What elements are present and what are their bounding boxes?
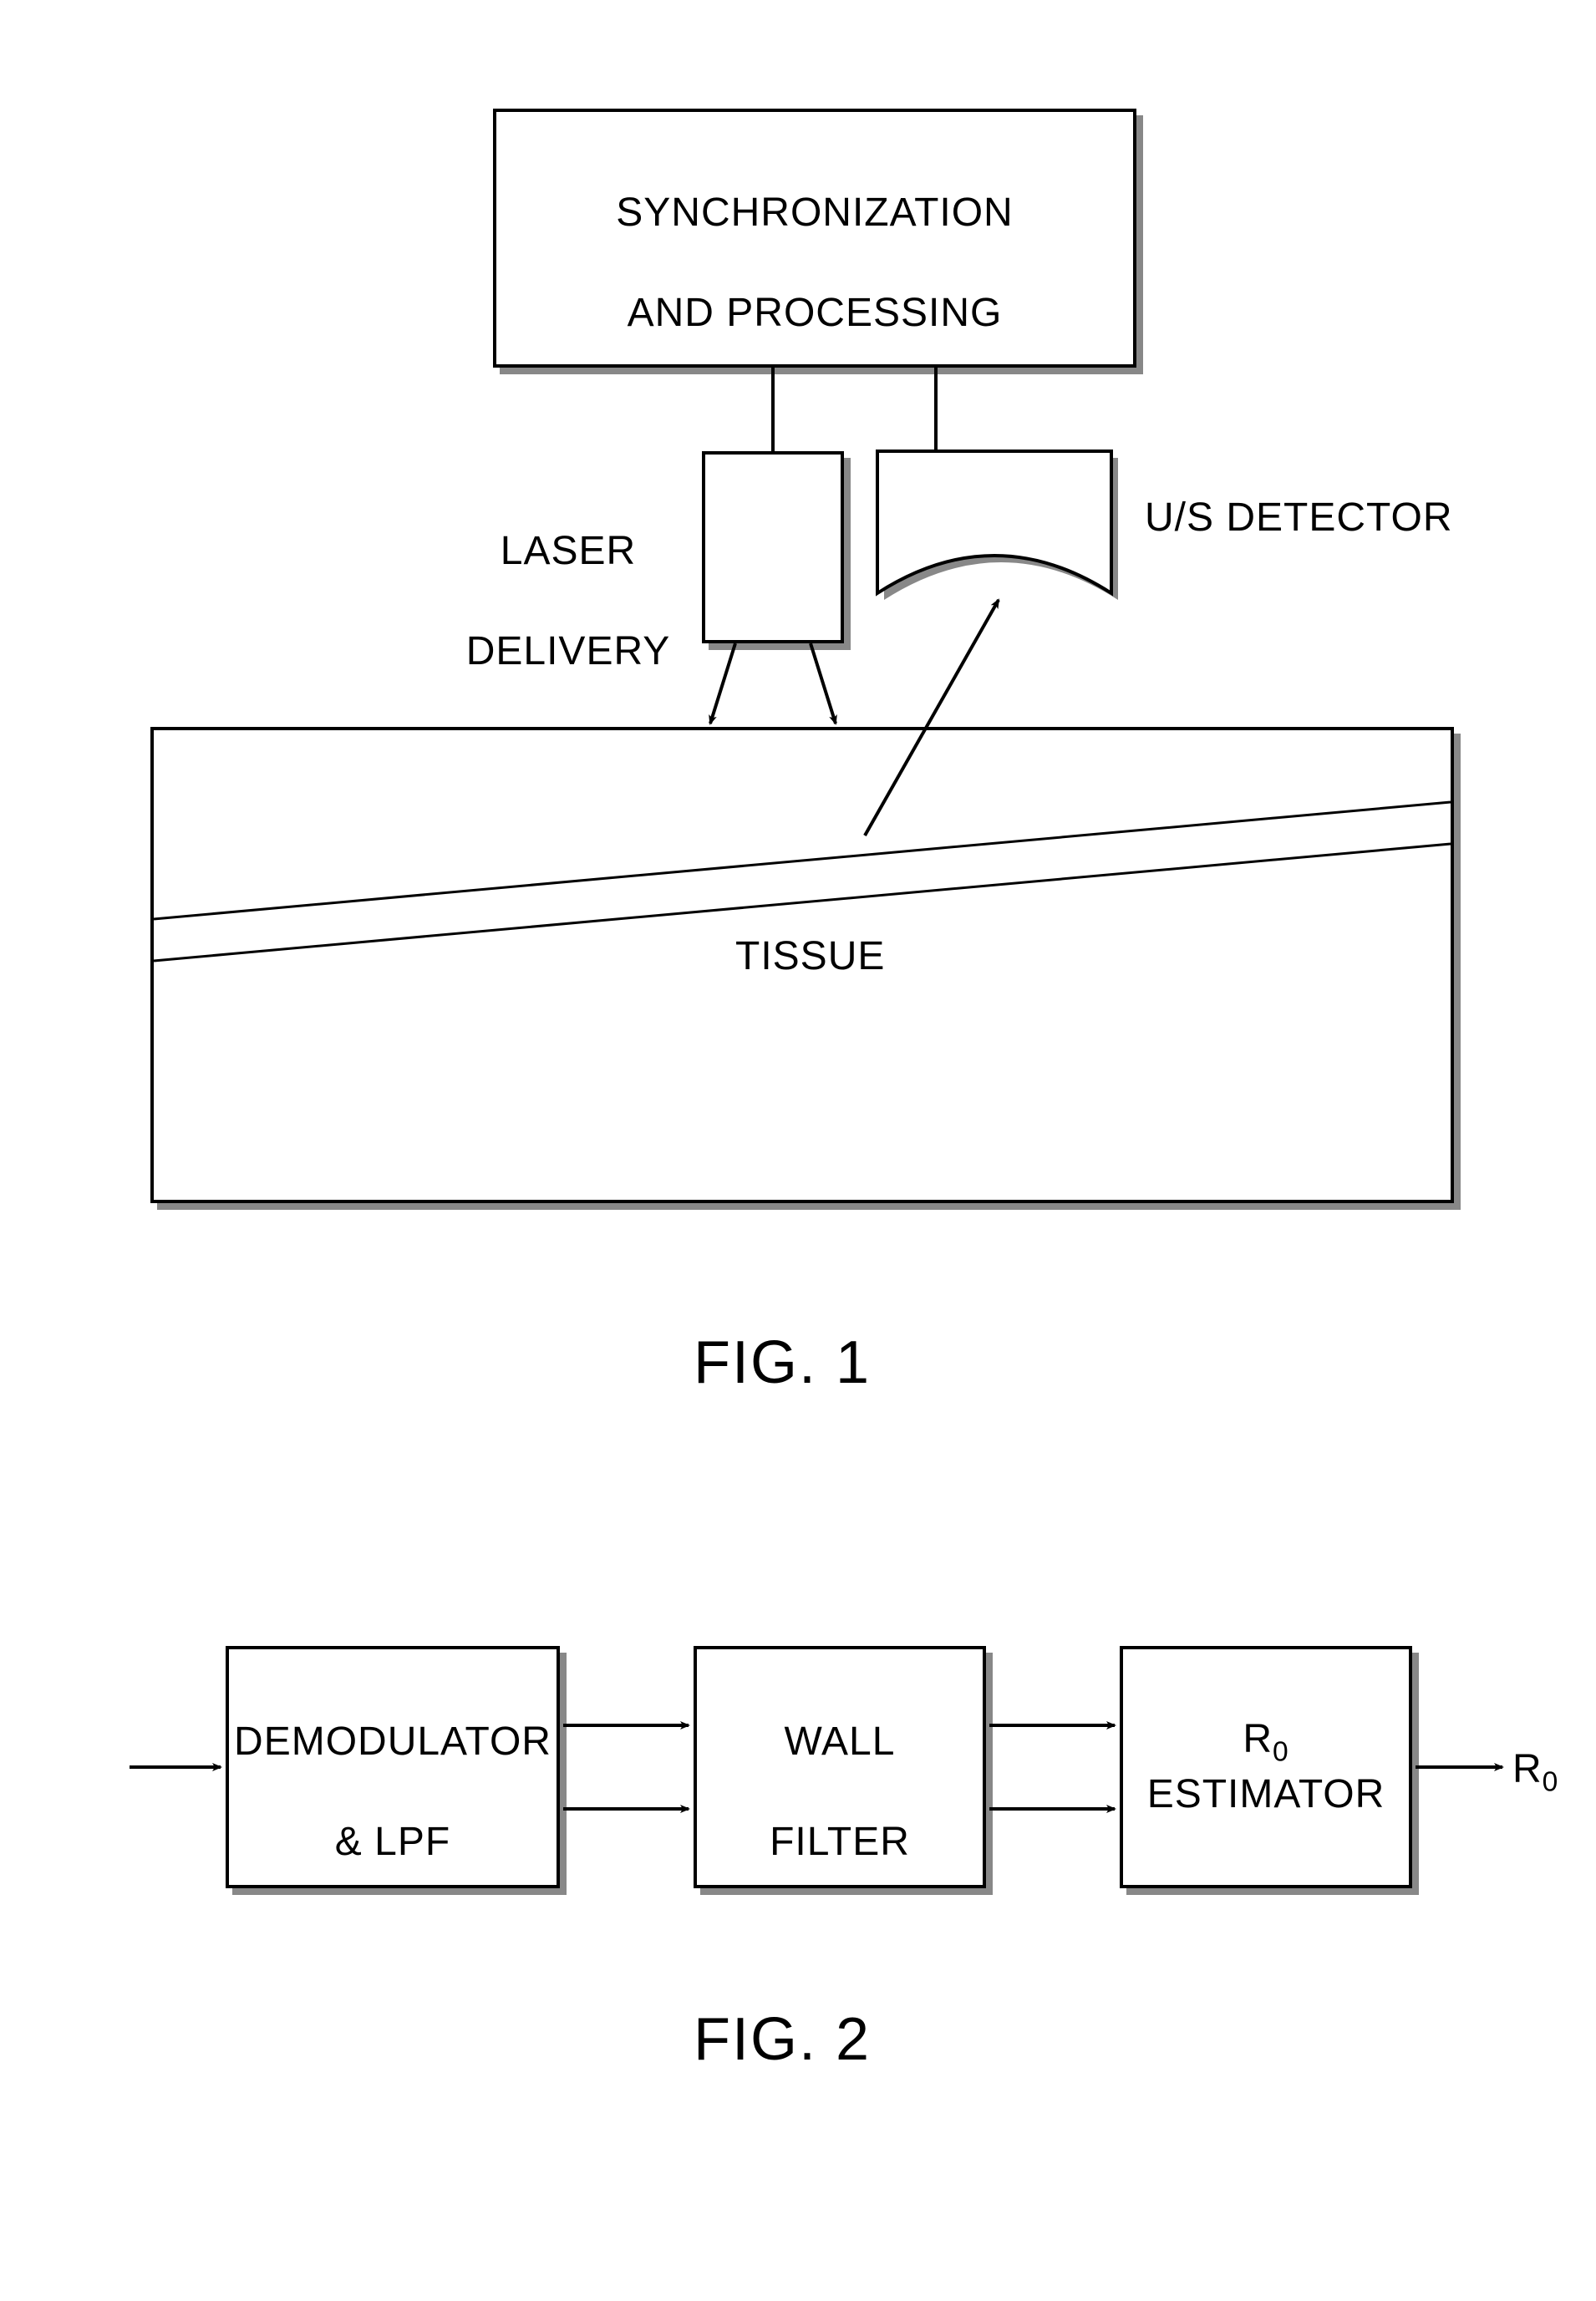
detector-box-shadow [884,458,1118,600]
tissue-label: TISSUE [735,932,885,982]
demod-line1: DEMODULATOR [234,1719,551,1764]
r0-bottom: ESTIMATOR [1147,1772,1385,1816]
us-detector-box [877,451,1111,593]
sync-line2: AND PROCESSING [628,291,1003,335]
sync-processing-label: SYNCHRONIZATION AND PROCESSING [616,138,1013,338]
laser-label-line2: DELIVERY [466,629,671,673]
laser-arrow-1 [710,643,735,724]
fig2-caption: FIG. 2 [694,2005,871,2074]
r0-estimator-label: R0 ESTIMATOR [1147,1714,1385,1821]
laser-label-line1: LASER [501,529,636,573]
output-r0-sub: 0 [1543,1767,1559,1798]
r0-top-main: R [1243,1717,1273,1761]
wall-filter-box: WALL FILTER [694,1646,986,1888]
wallfilter-label: WALL FILTER [770,1667,910,1867]
us-detector-label: U/S DETECTOR [1145,493,1452,543]
r0-estimator-box: R0 ESTIMATOR [1120,1646,1412,1888]
wallfilter-line2: FILTER [770,1820,910,1864]
laser-arrow-2 [811,643,836,724]
r0-top: R0 [1243,1717,1288,1761]
output-r0-label: R0 [1512,1745,1558,1801]
r0-top-sub: 0 [1273,1736,1289,1767]
laser-delivery-label: LASER DELIVERY [451,476,685,677]
demodulator-lpf-box: DEMODULATOR & LPF [226,1646,560,1888]
output-r0-main: R [1512,1747,1543,1791]
demod-line2: & LPF [335,1820,450,1864]
fig1-caption: FIG. 1 [694,1328,871,1397]
laser-delivery-box [702,451,844,643]
sync-line1: SYNCHRONIZATION [616,190,1013,235]
wallfilter-line1: WALL [785,1719,896,1764]
sync-processing-box: SYNCHRONIZATION AND PROCESSING [493,109,1136,368]
demod-label: DEMODULATOR & LPF [234,1667,551,1867]
